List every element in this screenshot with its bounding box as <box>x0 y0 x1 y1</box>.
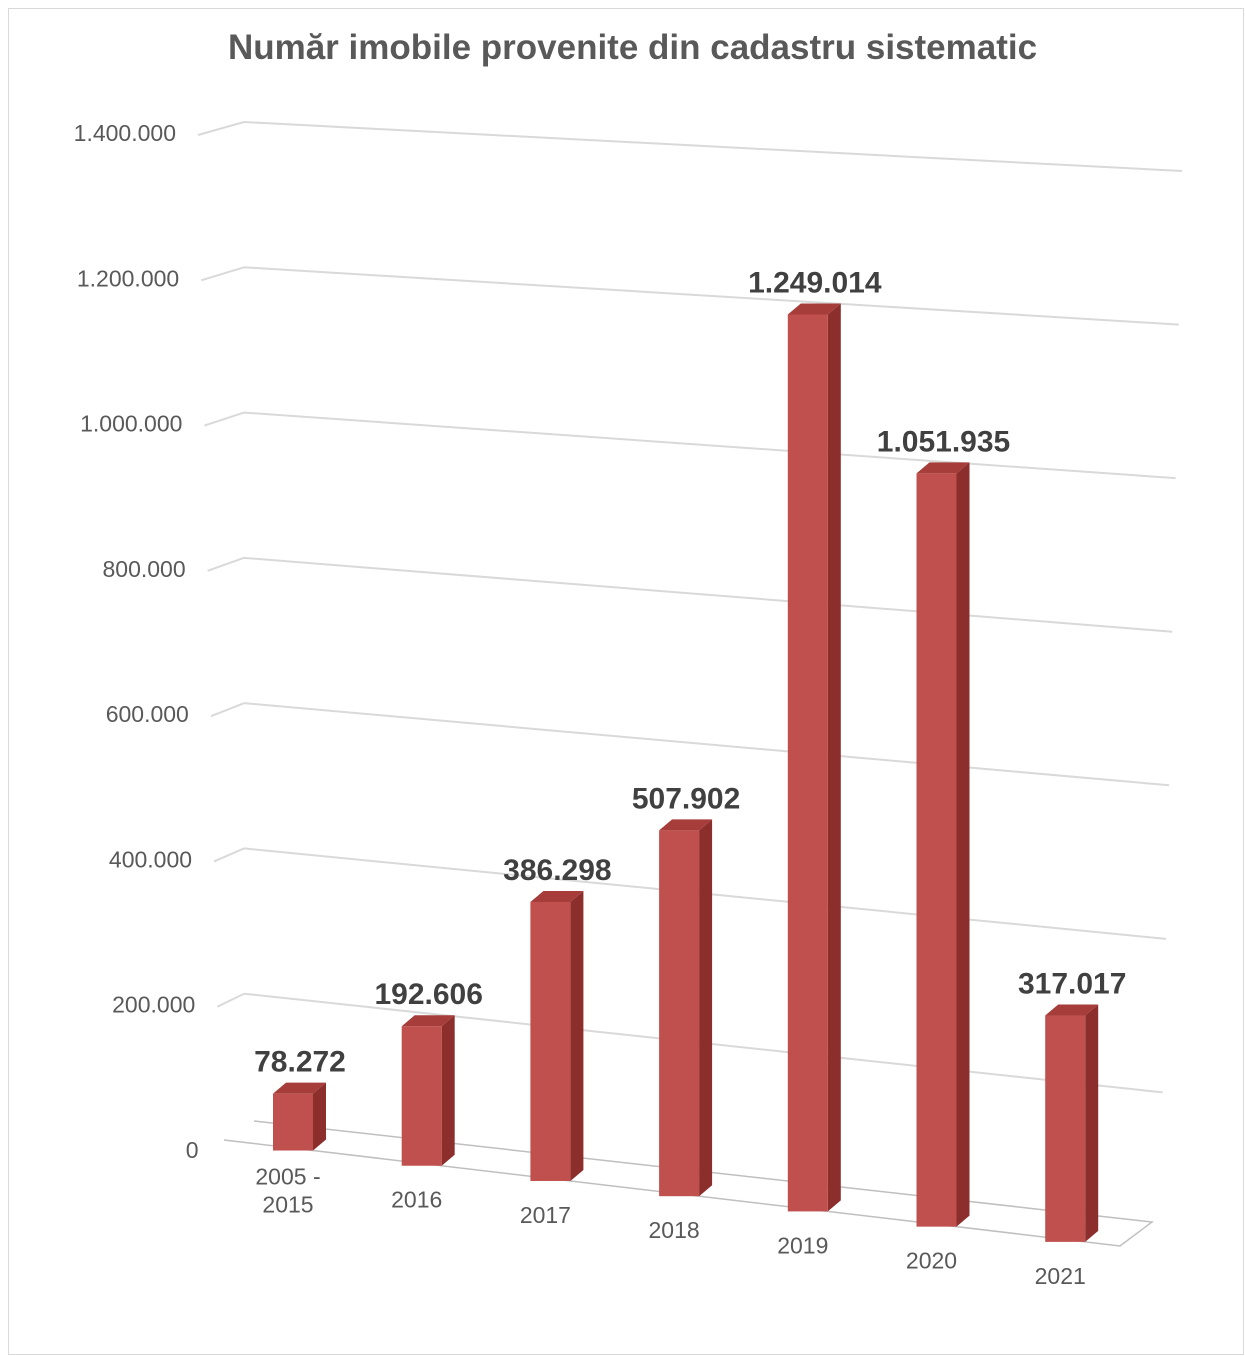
bar-side-face <box>699 819 712 1196</box>
data-label: 78.272 <box>254 1046 346 1079</box>
bar-front-face <box>788 314 828 1211</box>
data-label: 317.017 <box>1018 968 1126 1001</box>
x-tick-label-line: 2015 <box>262 1192 313 1218</box>
data-label: 1.249.014 <box>748 266 882 299</box>
bar-side-face <box>570 891 583 1181</box>
x-tick-label: 2019 <box>777 1232 828 1258</box>
y-tick-label: 1.400.000 <box>74 120 176 146</box>
x-tick-label-line: 2018 <box>649 1217 700 1243</box>
gridline-tick <box>211 703 244 716</box>
y-tick-label: 0 <box>186 1137 199 1163</box>
gridline-tick <box>217 994 244 1007</box>
x-tick-label: 2018 <box>649 1217 700 1243</box>
gridline-tick <box>201 267 244 280</box>
bar-side-face <box>1085 1005 1098 1242</box>
bar <box>659 819 712 1196</box>
bar <box>1045 1005 1098 1242</box>
bar-front-face <box>1045 1016 1085 1242</box>
data-label: 1.051.935 <box>877 425 1010 458</box>
x-tick-label-line: 2019 <box>777 1232 828 1258</box>
bar <box>788 303 841 1211</box>
x-tick-label-line: 2016 <box>391 1187 442 1213</box>
gridline <box>244 703 1169 785</box>
y-tick-label: 200.000 <box>112 992 195 1018</box>
bar-front-face <box>402 1026 442 1166</box>
gridline <box>244 267 1179 324</box>
bar-front-face <box>273 1094 313 1151</box>
gridline-tick <box>204 413 244 426</box>
bar-front-face <box>530 902 570 1181</box>
data-label: 192.606 <box>374 978 482 1011</box>
x-tick-label-line: 2020 <box>906 1248 957 1274</box>
y-tick-label: 400.000 <box>109 846 192 872</box>
x-tick-label-line: 2017 <box>520 1202 571 1228</box>
x-tick-label: 2021 <box>1035 1263 1086 1289</box>
bar <box>917 462 970 1226</box>
gridline-tick <box>198 122 244 135</box>
gridline-tick <box>208 558 244 571</box>
x-tick-label: 2005 -2015 <box>255 1164 320 1218</box>
bar <box>402 1015 455 1166</box>
bar-front-face <box>917 473 957 1226</box>
y-axis-tick-labels: 0 200.000 400.000 600.000 800.000 1.000.000 1.… <box>74 120 199 1163</box>
x-tick-label: 2016 <box>391 1187 442 1213</box>
bar-side-face <box>828 303 841 1211</box>
bar-front-face <box>659 830 699 1196</box>
gridline-tick <box>214 848 244 861</box>
x-tick-label: 2020 <box>906 1248 957 1274</box>
y-tick-label: 800.000 <box>103 556 186 582</box>
x-tick-label-line: 2005 - <box>255 1164 320 1190</box>
gridline <box>244 558 1172 632</box>
data-label: 507.902 <box>632 782 740 815</box>
gridline <box>244 413 1176 479</box>
bar <box>273 1083 326 1151</box>
bar-side-face <box>442 1015 455 1166</box>
y-tick-label: 1.000.000 <box>80 411 182 437</box>
bar <box>530 891 583 1181</box>
y-tick-label: 1.200.000 <box>77 265 179 291</box>
data-label: 386.298 <box>503 854 611 887</box>
x-tick-label: 2017 <box>520 1202 571 1228</box>
gridline <box>244 122 1182 171</box>
bar-side-face <box>957 462 970 1226</box>
bar-side-face <box>313 1083 326 1151</box>
x-tick-label-line: 2021 <box>1035 1263 1086 1289</box>
y-tick-label: 600.000 <box>106 701 189 727</box>
